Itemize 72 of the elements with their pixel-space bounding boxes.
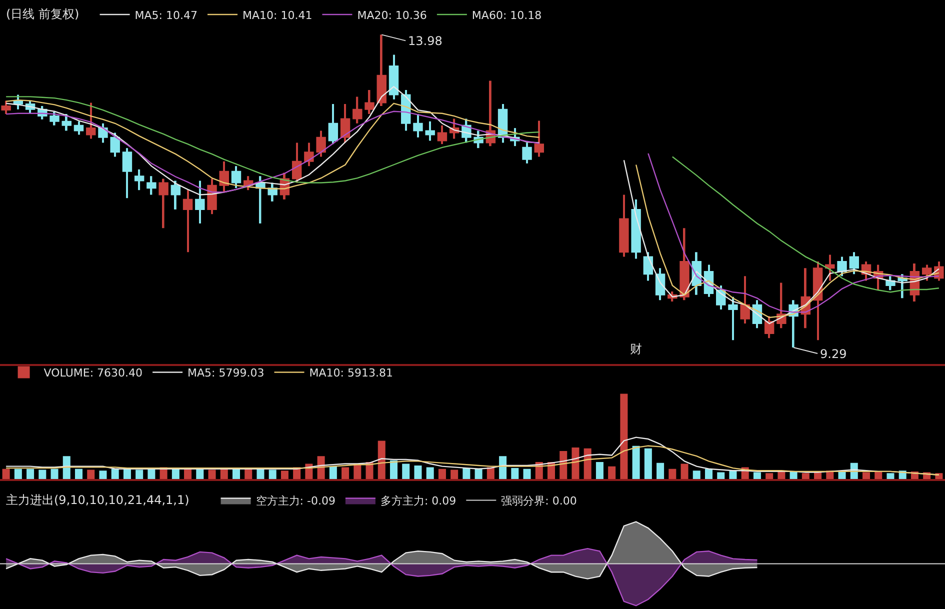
legend-label: VOLUME: 7630.40: [44, 366, 143, 380]
bar: [329, 466, 337, 480]
bar: [111, 468, 119, 480]
bar: [87, 470, 95, 480]
bar: [668, 468, 676, 480]
bar: [268, 470, 276, 480]
bar: [208, 470, 216, 480]
bar: [342, 467, 350, 480]
annotation: 财: [630, 342, 642, 356]
legend-label: 多方主力: 0.09: [380, 494, 456, 508]
bar: [50, 468, 58, 480]
legend-label: MA5: 5799.03: [188, 366, 264, 380]
legend-label: MA60: 10.18: [472, 8, 542, 22]
bar: [584, 448, 592, 480]
bar: [99, 470, 107, 480]
bar: [692, 470, 700, 480]
bar: [729, 470, 737, 480]
bar: [74, 468, 83, 480]
bar: [256, 468, 264, 480]
bar: [596, 462, 604, 480]
bar: [136, 470, 144, 480]
legend-label: 强弱分界: 0.00: [501, 494, 577, 508]
bar: [560, 450, 568, 480]
bar: [499, 456, 507, 480]
bar: [438, 468, 446, 480]
bar: [402, 464, 410, 480]
bar: [474, 468, 482, 480]
bar: [378, 440, 386, 480]
bar: [717, 472, 725, 480]
chart-title: (日线 前复权): [6, 7, 80, 21]
bar: [656, 462, 664, 480]
bar: [450, 470, 458, 480]
chart-title: 主力进出(9,10,10,10,21,44,1,1): [6, 493, 190, 507]
annotation: 9.29: [820, 347, 847, 361]
bar: [644, 448, 652, 480]
bar: [511, 468, 519, 480]
bar: [862, 472, 870, 480]
bar: [838, 471, 846, 480]
bar: [632, 446, 640, 480]
bar: [886, 473, 894, 480]
bar: [14, 468, 22, 480]
bar: [2, 468, 10, 480]
bar: [462, 468, 470, 480]
bar: [572, 448, 580, 480]
bar: [680, 464, 688, 480]
bar: [523, 468, 531, 480]
bar: [608, 466, 616, 480]
bar: [148, 468, 156, 480]
legend-label: MA5: 10.47: [134, 8, 198, 22]
bar: [486, 467, 494, 480]
legend-label: MA10: 5913.81: [309, 366, 393, 380]
bar: [280, 470, 288, 480]
bar: [704, 468, 713, 480]
bar: [220, 468, 228, 480]
bar: [753, 472, 761, 480]
bar: [232, 468, 240, 480]
bar: [390, 460, 398, 480]
legend-label: 空方主力: -0.09: [256, 494, 336, 508]
bar: [26, 468, 34, 480]
annotation: 13.98: [408, 34, 442, 48]
bar: [874, 471, 882, 480]
bar: [38, 470, 46, 480]
bar: [172, 468, 180, 480]
bar: [414, 465, 422, 480]
bar: [426, 467, 434, 480]
bar: [766, 473, 774, 480]
bar: [196, 468, 204, 480]
bar: [790, 471, 798, 480]
legend-label: MA10: 10.41: [242, 8, 312, 22]
bar: [802, 473, 810, 480]
legend-label: MA20: 10.36: [357, 8, 427, 22]
bar: [620, 394, 628, 480]
